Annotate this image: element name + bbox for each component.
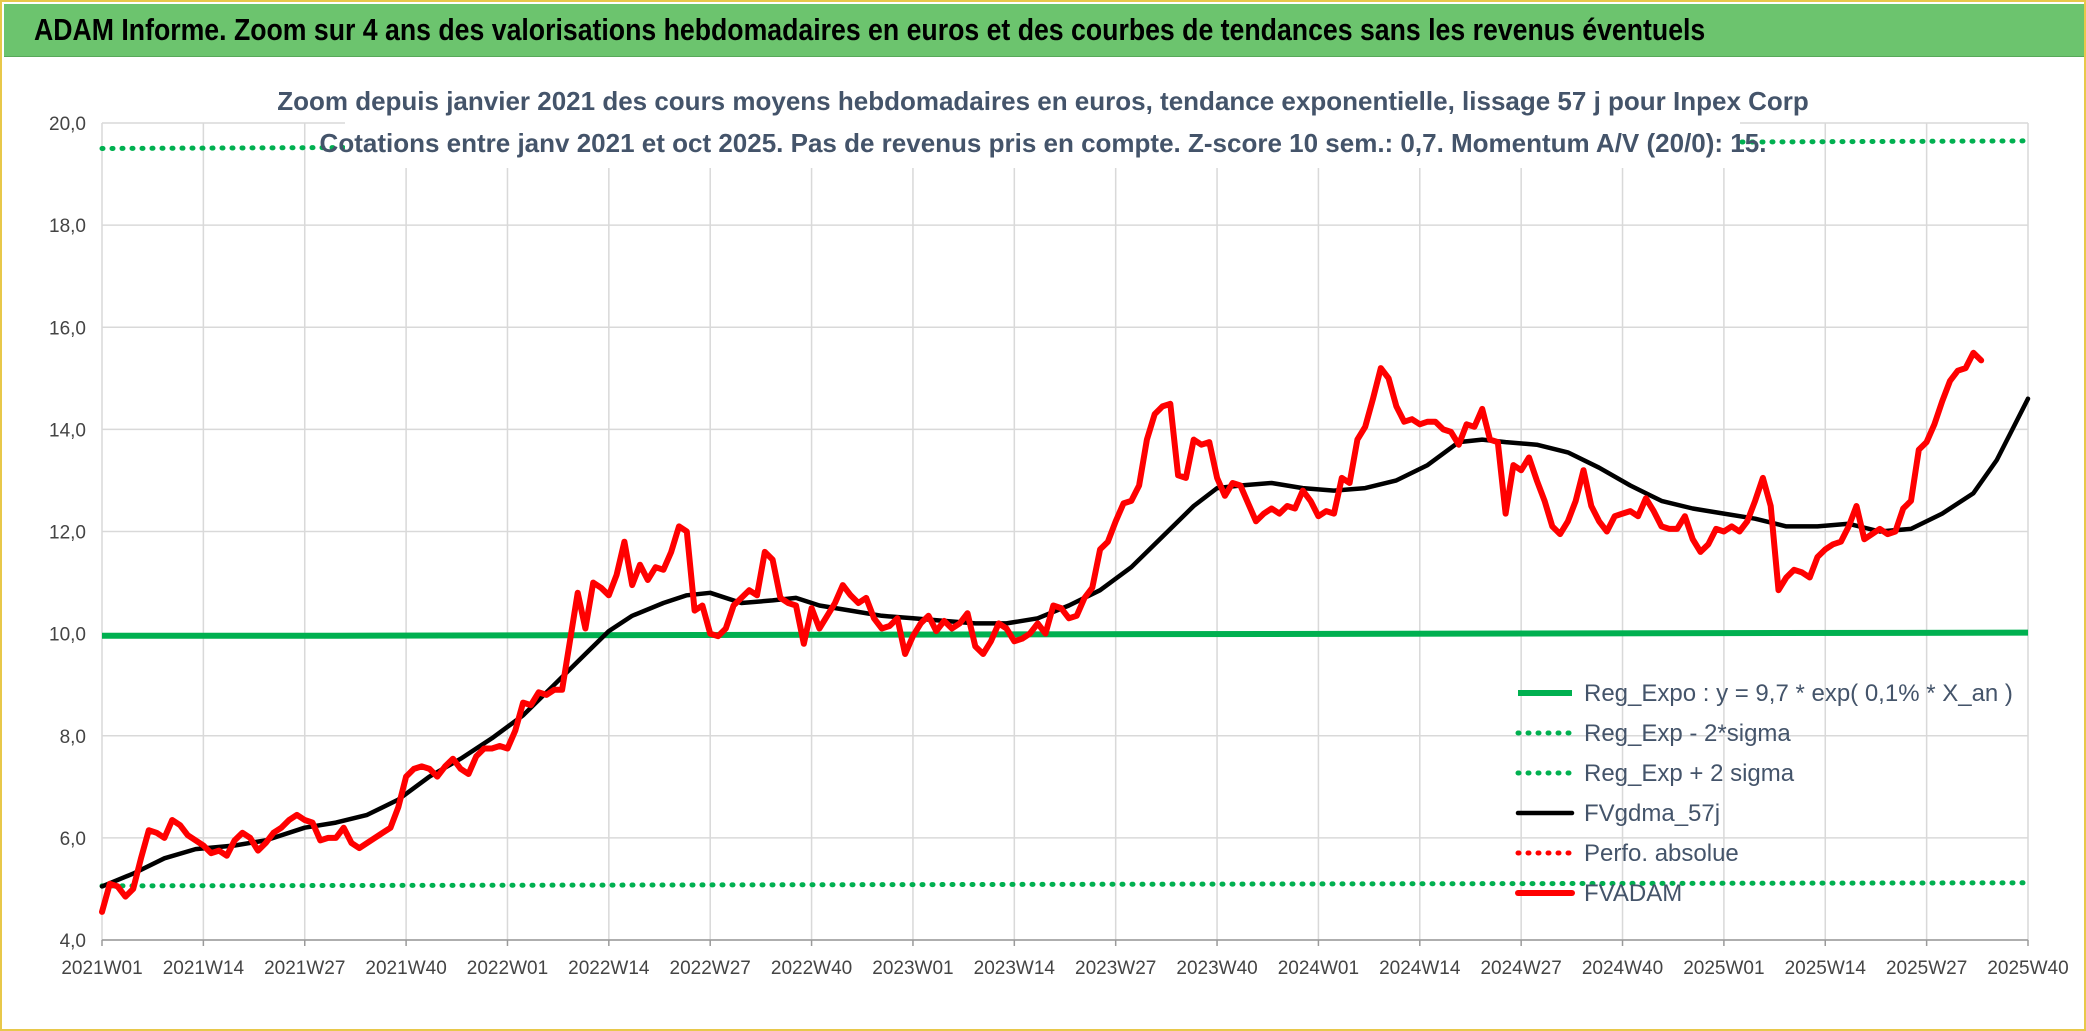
x-tick-label: 2024W40 [1582,958,1663,979]
x-axis-ticks: 2021W01 2021W14 2021W27 2021W40 2022W01 2022W… [61,958,2068,979]
x-tick-label: 2022W01 [467,958,548,979]
x-tick-label: 2025W14 [1785,958,1867,979]
y-axis-ticks: 4,0 6,0 8,0 10,0 12,0 14,0 16,0 18,0 20,0 [49,114,86,952]
series-line-fvadam [99,349,1985,915]
chart-subtitle: Cotations entre janv 2021 et oct 2025. P… [320,128,1767,158]
y-tick-label: 8,0 [60,727,86,748]
y-tick-label: 12,0 [49,523,86,544]
x-tick-label: 2021W40 [365,958,446,979]
y-tick-label: 16,0 [49,318,86,339]
chart-series [99,138,2031,915]
legend-label: FVADAM [1584,880,1682,907]
x-tick-label: 2022W40 [771,958,852,979]
x-tick-label: 2024W01 [1278,958,1359,979]
x-tick-label: 2025W27 [1886,958,1967,979]
y-tick-label: 10,0 [49,625,86,646]
chart-title: Zoom depuis janvier 2021 des cours moyen… [277,86,1809,116]
x-tick-label: 2021W27 [264,958,345,979]
legend-label: Perfo. absolue [1584,840,1739,867]
report-header: ADAM Informe. Zoom sur 4 ans des valoris… [4,4,2084,57]
x-tick-label: 2021W01 [61,958,142,979]
x-tick-label: 2022W27 [670,958,751,979]
x-tick-label: 2023W14 [974,958,1056,979]
x-tick-label: 2024W14 [1379,958,1461,979]
x-tick-label: 2021W14 [163,958,245,979]
x-tick-label: 2022W14 [568,958,650,979]
y-tick-label: 4,0 [60,931,86,952]
legend-label: Reg_Exp - 2*sigma [1584,720,1791,747]
subtitle-background [345,78,1740,168]
y-tick-label: 18,0 [49,216,86,237]
x-tick-label: 2025W01 [1683,958,1764,979]
x-tick-label: 2023W40 [1176,958,1257,979]
y-tick-label: 14,0 [49,420,86,441]
legend-label: FVgdma_57j [1584,800,1720,827]
series-line-fvgdma-57j [99,396,2031,889]
x-tick-label: 2024W27 [1480,958,1561,979]
x-tick-label: 2023W27 [1075,958,1156,979]
x-tick-label: 2023W01 [872,958,953,979]
series-line-reg-expo-y-9-7-exp-0-1-x-an [102,629,2029,639]
y-tick-label: 6,0 [60,829,86,850]
y-tick-label: 20,0 [49,114,86,135]
legend-label: Reg_Exp + 2 sigma [1584,760,1795,787]
chart-subtitle-block: Zoom depuis janvier 2021 des cours moyen… [277,78,1809,168]
chart-legend: Reg_Expo : y = 9,7 * exp( 0,1% * X_an ) R… [1515,680,2013,907]
series-line-reg-exp-2-sigma [99,880,2031,889]
legend-label: Reg_Expo : y = 9,7 * exp( 0,1% * X_an ) [1584,680,2013,707]
report-title: ADAM Informe. Zoom sur 4 ans des valoris… [34,12,1706,47]
x-tick-label: 2025W40 [1987,958,2068,979]
